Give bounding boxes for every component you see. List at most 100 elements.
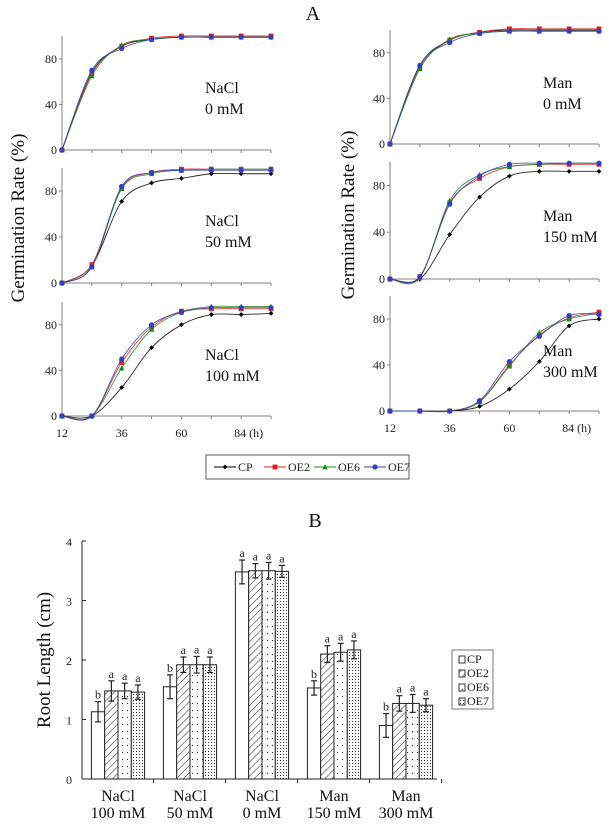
panel-a-legend: CP OE2 OE6 OE7 xyxy=(205,454,410,480)
series-line-oe6 xyxy=(61,305,271,420)
significance-letter: a xyxy=(351,627,357,641)
legend-label-oe2: OE2 xyxy=(467,666,489,680)
y-tick-label: 80 xyxy=(45,52,57,66)
point-oe7 xyxy=(178,167,185,173)
bar-cp xyxy=(162,686,178,780)
series-line-oe2 xyxy=(61,35,271,151)
point-oe7 xyxy=(447,408,453,414)
bar-oe2 xyxy=(248,570,263,780)
significance-letter: a xyxy=(122,669,128,683)
point-oe7 xyxy=(89,67,95,73)
category-label-line1: Man xyxy=(319,788,348,805)
significance-letter: b xyxy=(95,688,101,702)
point-cp xyxy=(179,322,184,328)
y-tick-label: 40 xyxy=(45,363,57,377)
point-cp xyxy=(566,323,572,329)
point-oe7 xyxy=(59,147,65,153)
point-oe7 xyxy=(447,39,453,46)
significance-letter: a xyxy=(410,681,416,695)
point-cp xyxy=(596,316,602,322)
legend-label-oe2: OE2 xyxy=(288,460,310,474)
point-oe7 xyxy=(566,312,572,319)
series-line-cp xyxy=(61,312,272,419)
y-tick-label: 40 xyxy=(373,91,385,105)
legend-marker-oe7 xyxy=(372,464,378,470)
point-oe7 xyxy=(596,28,602,34)
significance-letter: a xyxy=(207,643,213,657)
point-oe7 xyxy=(476,30,483,37)
significance-letter: a xyxy=(279,551,285,565)
condition-label-line1: Man xyxy=(543,208,572,225)
x-tick-label: 36 xyxy=(116,426,128,440)
point-oe7 xyxy=(387,276,393,282)
germination-chart-4: 0 40 80 Man 0 mM xyxy=(373,26,602,151)
legend-label-oe6: OE6 xyxy=(467,680,489,694)
point-cp xyxy=(507,386,512,392)
category-label-line1: NaCl xyxy=(101,788,135,805)
point-oe6 xyxy=(89,73,95,79)
point-oe7 xyxy=(59,280,65,286)
point-oe7 xyxy=(387,408,393,414)
legend-label-cp: CP xyxy=(467,652,482,666)
point-oe7 xyxy=(89,264,95,270)
bar-oe6 xyxy=(405,702,420,780)
significance-letter: a xyxy=(109,667,115,681)
point-oe7 xyxy=(148,322,155,328)
point-oe7 xyxy=(536,160,542,166)
point-oe7 xyxy=(148,170,155,176)
y-tick-label: 3 xyxy=(66,595,72,609)
y-tick-label: 4 xyxy=(66,535,72,549)
point-cp xyxy=(208,312,214,317)
legend-label-oe7: OE7 xyxy=(467,694,489,708)
point-cp xyxy=(268,311,274,316)
panel-a-title: A xyxy=(306,3,321,25)
y-tick-label: 80 xyxy=(45,318,57,332)
point-cp xyxy=(119,198,125,204)
point-oe7 xyxy=(447,201,453,207)
significance-letter: a xyxy=(338,629,344,643)
series-line-cp xyxy=(61,36,271,151)
point-oe7 xyxy=(208,167,214,173)
legend-marker-oe2 xyxy=(272,464,278,470)
point-oe6 xyxy=(417,65,423,72)
condition-label-line2: 100 mM xyxy=(205,368,260,385)
panel-a-ylabel-right: Germination Rate (%) xyxy=(338,131,359,300)
point-cp xyxy=(477,404,482,409)
point-oe7 xyxy=(148,36,155,43)
point-cp xyxy=(507,173,512,179)
point-oe7 xyxy=(536,333,542,339)
condition-label-line2: 0 mM xyxy=(543,96,582,113)
point-oe7 xyxy=(596,311,602,317)
point-cp xyxy=(536,168,542,174)
point-oe7 xyxy=(387,141,393,147)
x-tick-label: 60 xyxy=(175,426,187,440)
category-label-line2: 150 mM xyxy=(307,805,362,822)
y-tick-label: 2 xyxy=(66,654,72,668)
point-oe7 xyxy=(506,358,513,365)
series-line-oe6 xyxy=(389,312,600,413)
bar-oe6 xyxy=(189,664,204,780)
point-oe7 xyxy=(119,356,125,362)
category-label-line2: 50 mM xyxy=(167,805,214,822)
category-label-line2: 300 mM xyxy=(379,805,434,822)
legend-label-cp: CP xyxy=(238,460,253,474)
series-line-oe6 xyxy=(61,36,271,151)
y-tick-label: 0 xyxy=(51,276,57,290)
point-oe6 xyxy=(506,363,513,369)
category-label-line2: 100 mM xyxy=(91,805,146,822)
point-cp xyxy=(268,171,274,177)
condition-label-line1: NaCl xyxy=(205,213,239,230)
series-line-oe7 xyxy=(61,169,271,284)
germination-chart-5: 0 40 80 Man 150 mM xyxy=(373,160,602,286)
significance-letter: a xyxy=(181,643,187,657)
point-oe6 xyxy=(148,326,155,332)
point-oe7 xyxy=(178,309,185,315)
legend-label-oe7: OE7 xyxy=(388,460,410,474)
point-cp xyxy=(536,359,542,364)
legend-marker-oe6 xyxy=(322,464,328,470)
point-oe7 xyxy=(476,398,483,404)
